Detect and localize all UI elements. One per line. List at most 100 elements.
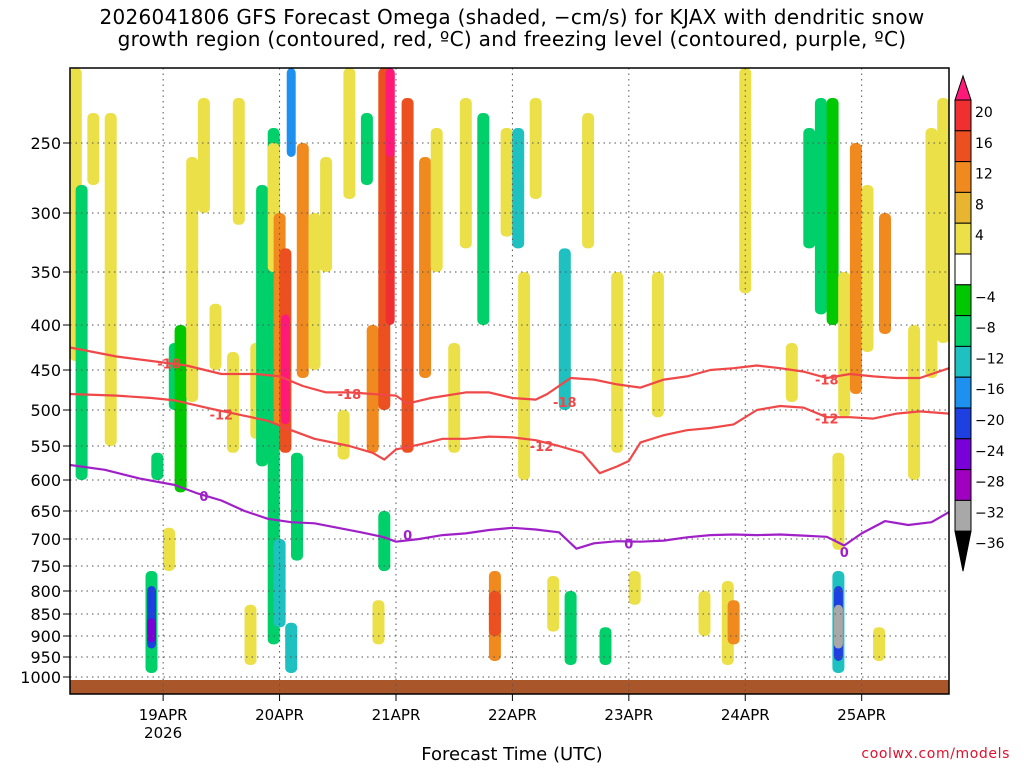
omega-cell	[727, 600, 740, 645]
x-tick-label: 22APR	[488, 706, 537, 724]
y-tick-label: 700	[30, 530, 61, 549]
dgz-upper-contour	[70, 346, 949, 405]
omega-cell	[547, 576, 560, 632]
omega-cell	[558, 248, 571, 410]
omega-cell	[308, 213, 321, 370]
colorbar-swatch	[954, 222, 972, 255]
omega-cell	[803, 128, 816, 249]
omega-cell	[291, 452, 303, 561]
omega-cell	[372, 600, 385, 645]
colorbar-swatch	[954, 499, 972, 532]
omega-cell	[163, 527, 175, 571]
omega-cell	[296, 143, 309, 378]
omega-cell	[651, 272, 664, 418]
colorbar-label: −36	[975, 536, 1005, 552]
chart-title: 2026041806 GFS Forecast Omega (shaded, −…	[0, 6, 1024, 50]
contour-label: 0	[403, 529, 412, 544]
y-tick-label: 300	[30, 204, 61, 223]
y-tick-label: 400	[30, 316, 61, 335]
omega-cell	[861, 185, 874, 352]
y-tick-label: 600	[30, 471, 61, 490]
omega-cell	[529, 98, 542, 199]
omega-cell	[227, 352, 239, 453]
omega-cell	[320, 157, 333, 272]
y-tick-label: 1000	[20, 668, 61, 687]
omega-cell	[343, 68, 356, 199]
omega-cell	[366, 325, 379, 453]
omega-cell	[512, 128, 525, 249]
omega-cell	[459, 98, 472, 249]
colorbar-label: −24	[975, 444, 1005, 460]
omega-cell	[186, 157, 199, 402]
colorbar-bottom-arrow	[954, 530, 972, 572]
colorbar-label: 8	[975, 197, 984, 213]
omega-cell	[104, 113, 117, 446]
omega-cell	[244, 604, 257, 665]
omega-cell	[937, 98, 949, 343]
omega-cell	[739, 68, 752, 294]
colorbar-label: −32	[975, 505, 1005, 521]
x-tick-label: 19APR	[139, 706, 188, 724]
ground-band	[70, 680, 949, 694]
contour-label: 0	[840, 546, 849, 561]
omega-cell	[197, 98, 210, 213]
y-tick-label: 850	[30, 605, 61, 624]
colorbar-label: 12	[975, 167, 993, 183]
colorbar-label: −16	[975, 382, 1005, 398]
colorbar-swatch	[954, 315, 972, 347]
colorbar-label: 4	[975, 228, 984, 244]
omega-cell	[582, 113, 595, 249]
colorbar-label: 16	[975, 136, 993, 152]
omega-cell	[401, 98, 414, 453]
omega-cell	[286, 68, 296, 157]
omega-cell	[174, 325, 187, 493]
contour-label: -12	[530, 440, 554, 455]
omega-cell	[360, 113, 373, 185]
y-tick-label: 750	[30, 557, 61, 576]
omega-cell	[87, 113, 100, 185]
colorbar-swatch	[954, 253, 972, 286]
omega-cell	[826, 98, 839, 325]
contour-label: 0	[624, 537, 633, 552]
contour-layer	[70, 346, 949, 550]
colorbar-swatch	[954, 407, 972, 440]
omega-shading-layer	[70, 68, 949, 673]
chart-title-line1: 2026041806 GFS Forecast Omega (shaded, −…	[99, 5, 925, 29]
omega-cell	[814, 98, 827, 315]
omega-cell	[908, 325, 921, 480]
omega-cell	[838, 272, 851, 418]
omega-cell	[378, 511, 391, 571]
omega-cell	[849, 143, 862, 394]
colorbar-swatch	[954, 376, 972, 409]
omega-cell	[518, 272, 531, 480]
colorbar-swatch	[954, 191, 972, 224]
y-tick-label: 500	[30, 401, 61, 420]
omega-cell	[419, 157, 432, 378]
colorbar-label: −8	[975, 321, 996, 337]
contour-label: -12	[815, 413, 839, 428]
chart-title-line2: growth region (contoured, red, ºC) and f…	[117, 27, 907, 51]
omega-cell	[75, 185, 88, 480]
colorbar-label: 20	[975, 105, 993, 121]
omega-cell	[500, 128, 513, 237]
x-tick-label: 21APR	[372, 706, 421, 724]
omega-cell	[256, 185, 269, 467]
omega-cell	[430, 128, 443, 272]
y-axis: 250 300 350 400 450 500 550 600 650 700 750 800 850 9…	[20, 134, 70, 687]
colorbar-swatch	[954, 345, 972, 378]
freezing-level-contour	[70, 463, 949, 550]
colorbar-swatch	[954, 130, 972, 163]
omega-cell	[564, 591, 577, 665]
omega-cell	[337, 410, 350, 460]
omega-cell	[285, 622, 298, 673]
colorbar-swatch	[954, 438, 972, 471]
omega-cell	[477, 113, 490, 325]
contour-label: -18	[157, 358, 181, 373]
x-tick-label: 25APR	[837, 706, 886, 724]
grid-layer	[70, 68, 949, 694]
contour-label: -18	[815, 374, 839, 389]
colorbar-top-arrow	[954, 74, 972, 101]
colorbar-swatch	[954, 469, 972, 501]
omega-cell	[833, 604, 843, 649]
